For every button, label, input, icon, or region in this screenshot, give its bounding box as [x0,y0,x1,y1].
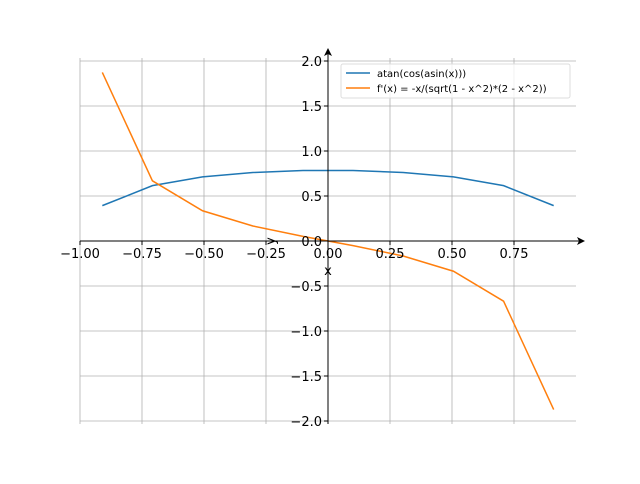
y-tick-label: −1.5 [290,370,322,385]
y-axis-arrow-icon [324,48,332,56]
y-tick-label: 0.5 [301,190,322,205]
x-tick-label: −0.75 [122,247,162,262]
x-tick-label: 0.25 [376,247,405,262]
tick-labels: −1.00 −0.75 −0.50 −0.25 0.00 0.25 0.50 0.75 −2.0… [60,55,528,430]
axes [80,48,585,424]
x-axis-label: x [324,264,332,279]
x-tick-label: 0.75 [500,247,529,262]
x-tick-label: 0.00 [314,247,343,262]
legend-box [340,63,571,99]
x-tick-label: 0.50 [438,247,467,262]
x-tick-label: −0.25 [246,247,286,262]
y-tick-label: −2.0 [290,415,322,430]
y-axis-label: y [264,237,279,245]
y-tick-label: −0.5 [290,280,322,295]
legend-label-1: f'(x) = -x/(sqrt(1 - x^2)*(2 - x^2)) [377,84,547,95]
y-tick-label: 1.0 [301,145,322,160]
legend-label-0: atan(cos(asin(x))) [377,69,466,80]
x-axis-arrow-icon [577,237,585,245]
y-tick-label: 0.0 [301,235,322,250]
y-tick-label: 2.0 [301,55,322,70]
y-tick-label: −1.0 [290,325,322,340]
y-tick-label: 1.5 [301,100,322,115]
x-tick-label: −0.50 [184,247,224,262]
legend: atan(cos(asin(x))) f'(x) = -x/(sqrt(1 - x… [340,63,571,99]
x-tick-label: −1.00 [60,247,100,262]
